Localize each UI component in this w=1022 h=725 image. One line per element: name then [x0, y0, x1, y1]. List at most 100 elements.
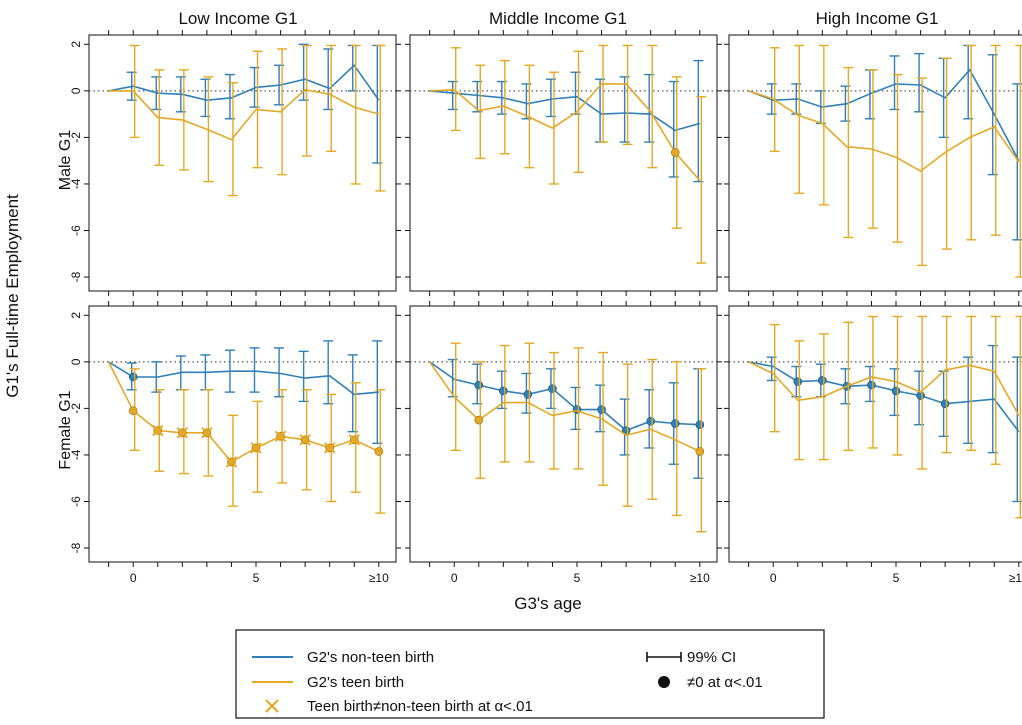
column-title-low: Low Income G1	[178, 9, 297, 28]
sig-dot	[695, 420, 705, 429]
y-tick-label: -2	[69, 403, 83, 414]
panel-male-high	[724, 30, 1022, 296]
x-tick-label: ≥10	[369, 571, 389, 585]
series-non-teen	[108, 340, 383, 445]
series-line-non-teen	[748, 361, 1020, 433]
panel-male-low: 2 0 -2 -4 -6 -8	[69, 30, 401, 296]
series-non-teen	[429, 358, 705, 479]
y-tick-label: -4	[69, 178, 83, 189]
legend-sig-dot	[658, 676, 670, 688]
x-tick-label: 0	[451, 571, 458, 585]
sig-dot	[499, 386, 508, 396]
panel-frame	[728, 305, 1022, 563]
sig-dot	[670, 148, 680, 157]
x-tick-label: 5	[893, 571, 900, 585]
sig-dot	[793, 377, 803, 386]
legend-box	[235, 629, 825, 719]
sig-dot	[474, 380, 484, 390]
legend: G2's non-teen birth G2's teen birth Teen…	[235, 629, 825, 719]
diff-cross-b	[201, 427, 213, 439]
series-teen	[748, 315, 1022, 519]
series-line-non-teen	[429, 361, 700, 432]
y-axis-label: G1's Full-time Employment	[3, 194, 22, 398]
series-teen	[107, 361, 386, 514]
diff-cross-b	[348, 434, 360, 446]
panel-frame	[88, 34, 397, 292]
series-non-teen	[748, 344, 1022, 503]
x-tick-label: 5	[253, 571, 260, 585]
diff-cross-b	[152, 424, 164, 437]
panel-female-middle: 0 5 ≥10	[405, 301, 722, 585]
y-tick-label: -8	[69, 271, 83, 282]
x-tick-label: ≥10	[690, 571, 710, 585]
series-non-teen	[108, 43, 383, 164]
series-teen	[108, 44, 386, 197]
panel-female-high: 0 5 ≥10	[724, 301, 1022, 585]
x-tick-label: 0	[770, 571, 777, 585]
series-line-teen	[428, 361, 701, 453]
legend-ci-label: 99% CI	[687, 649, 736, 666]
y-tick-label: -8	[69, 542, 83, 553]
y-tick-label: -4	[69, 449, 83, 460]
panel-male-middle	[405, 30, 722, 296]
legend-sig-label: ≠0 at α<.01	[687, 674, 763, 691]
diff-cross-b	[274, 430, 287, 443]
y-tick-label: 2	[69, 312, 83, 319]
sig-dot	[128, 372, 138, 382]
panels: 2 0 -2 -4 -6 -8 2 0 -2 -4 -6 -8 0 5 ≥10 0 5 ≥10 0 5 ≥10	[69, 30, 1022, 585]
row-label-male: Male G1	[57, 130, 74, 191]
series-non-teen	[748, 44, 1022, 241]
legend-teen-label: G2's teen birth	[307, 674, 404, 691]
series-line-teen	[429, 83, 701, 182]
series-teen	[428, 342, 707, 533]
x-tick-label: 5	[574, 571, 581, 585]
series-teen	[748, 44, 1022, 278]
diff-cross-b	[176, 427, 189, 439]
panel-female-low: 2 0 -2 -4 -6 -8 0 5 ≥10	[69, 301, 401, 585]
y-tick-label: 0	[69, 87, 83, 94]
sig-dot	[597, 405, 606, 414]
series-line-teen	[748, 361, 1020, 416]
series-line-teen	[748, 90, 1020, 173]
series-line-non-teen	[429, 90, 701, 132]
sig-dot	[670, 419, 680, 428]
legend-diff-cross	[265, 699, 279, 713]
x-tick-label: ≥10	[1009, 571, 1022, 585]
legend-ci-marker	[646, 652, 682, 662]
panel-frame	[728, 34, 1022, 292]
diff-cross-b	[299, 434, 311, 446]
series-non-teen	[429, 59, 704, 183]
sig-dot	[128, 406, 138, 416]
legend-diff-label: Teen birth≠non-teen birth at α<.01	[307, 698, 533, 715]
y-tick-label: 0	[69, 358, 83, 365]
x-tick-label: 0	[130, 571, 137, 585]
sig-dot	[548, 384, 557, 393]
y-tick-label: -2	[69, 132, 83, 143]
sig-dot	[374, 447, 384, 456]
x-axis-label: G3's age	[514, 594, 582, 613]
column-title-middle: Middle Income G1	[489, 9, 627, 28]
sig-dot	[867, 380, 876, 390]
column-title-high: High Income G1	[816, 9, 939, 28]
panel-frame	[409, 305, 718, 563]
diff-cross-b	[323, 442, 336, 454]
sig-dot	[646, 416, 655, 426]
sig-dot	[818, 376, 827, 385]
sig-dot	[474, 415, 484, 425]
sig-dot	[891, 386, 901, 396]
series-line-non-teen	[108, 64, 380, 102]
series-teen	[429, 44, 707, 264]
row-label-female: Female G1	[57, 390, 74, 469]
sig-dot	[523, 390, 533, 399]
panel-frame	[409, 34, 718, 292]
diff-cross-b	[250, 442, 262, 454]
sig-dot	[695, 447, 705, 456]
series-line-teen	[108, 88, 380, 141]
series-line-non-teen	[108, 361, 379, 396]
panel-frame	[88, 305, 397, 563]
legend-non-teen-label: G2's non-teen birth	[307, 649, 434, 666]
y-tick-label: 2	[69, 41, 83, 48]
series-line-non-teen	[748, 68, 1020, 162]
diff-cross-b	[225, 456, 238, 468]
